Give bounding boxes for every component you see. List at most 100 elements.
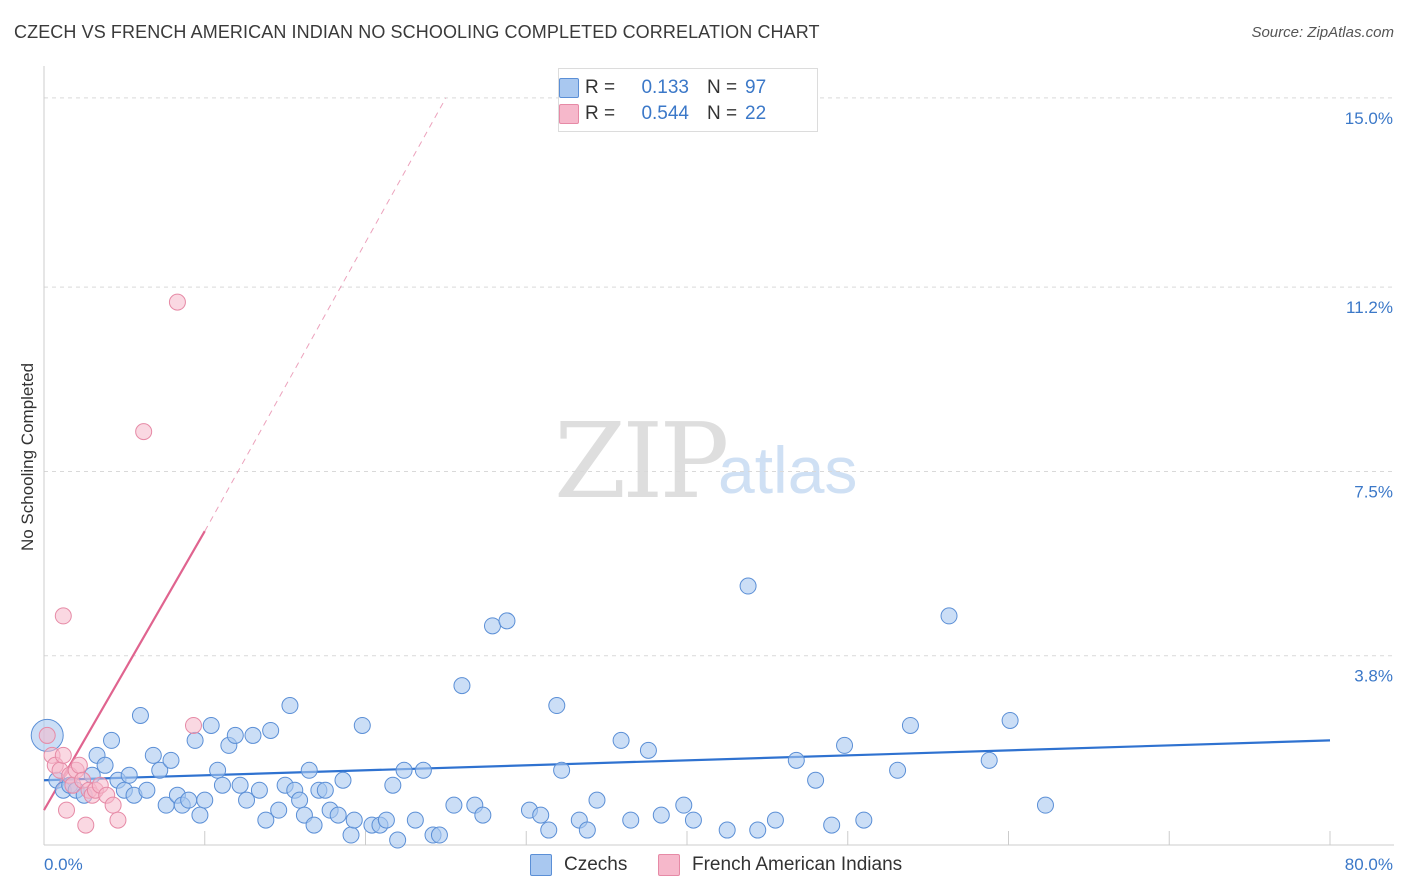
czechs-point [430,826,448,844]
czechs-point [414,761,432,779]
czechs-point [186,731,204,749]
czechs-point [257,811,275,829]
french-point [58,801,76,819]
trend-lines [43,97,1331,811]
legend-n-label: N = [707,77,738,98]
french-point [109,811,127,829]
french-trend-line [43,530,206,811]
czechs-point [202,716,220,734]
czechs-point [345,811,363,829]
czechs-point [540,821,558,839]
czechs-point [718,821,736,839]
czechs-point [749,821,767,839]
czechs-point [213,776,231,794]
czechs-point [639,741,657,759]
czechs-point [316,781,334,799]
czechs-point [823,816,841,834]
czechs-point [807,771,825,789]
czechs-point [384,776,402,794]
french-point [70,756,88,774]
czechs-point [483,617,501,635]
czechs-point [250,781,268,799]
czechs-point [103,731,121,749]
czechs-point [445,796,463,814]
czechs-point [395,761,413,779]
czechs-point [578,821,596,839]
czechs-point [262,721,280,739]
czechs-point [353,716,371,734]
legend-r-label: R = [585,103,616,124]
czechs-point [855,811,873,829]
x-tick-label: 0.0% [44,855,83,874]
czechs-point [1036,796,1054,814]
czechs-point [144,746,162,764]
french-point [135,423,153,441]
czechs-trend-line [43,739,1331,782]
czechs-swatch [530,854,552,876]
czechs-point [652,806,670,824]
czechs-point [766,811,784,829]
czechs-point [548,697,566,715]
tick-labels: 3.8% 7.5% 11.2% 15.0% 0.0% 80.0% [44,109,1393,874]
y-tick-label: 15.0% [1345,109,1393,128]
czechs-point [96,756,114,774]
czechs-point [453,677,471,695]
czechs-point [675,796,693,814]
czechs-point [191,806,209,824]
watermark-zip: ZIP [554,400,729,522]
legend-n-value: 97 [745,77,767,98]
czechs-point [389,831,407,849]
czechs-point [684,811,702,829]
legend-swatch-blue [559,78,579,98]
axes [43,66,1394,846]
y-tick-label: 3.8% [1354,667,1393,686]
data-points [30,293,1054,849]
czechs-point [231,776,249,794]
chart-title: CZECH VS FRENCH AMERICAN INDIAN NO SCHOO… [14,22,820,42]
czechs-point [588,791,606,809]
czechs-point [329,806,347,824]
czechs-point [889,761,907,779]
french-point [77,816,95,834]
source-label: Source: ZipAtlas.com [1251,24,1394,41]
czechs-point [622,811,640,829]
czechs-point [120,766,138,784]
czechs-point [226,726,244,744]
x-tick-label: 80.0% [1345,855,1393,874]
french-point [168,293,186,311]
czechs-point [291,791,309,809]
czechs-point [270,801,288,819]
watermark-atlas: atlas [718,433,858,507]
grid-lines [44,97,1394,657]
czechs-point [244,726,262,744]
czechs-point [406,811,424,829]
legend-row-french: R = 0.544 N = 22 [559,102,767,126]
czechs-point [281,697,299,715]
czechs-point [162,751,180,769]
czechs-point [940,607,958,625]
y-tick-label: 7.5% [1354,482,1393,501]
czechs-point [151,761,169,779]
french-point [38,726,56,744]
french-point [104,796,122,814]
french-swatch [658,854,680,876]
czechs-point [787,751,805,769]
czechs-point [836,736,854,754]
czechs-point [474,806,492,824]
czechs-point [612,731,630,749]
czechs-point [138,781,156,799]
legend-row-czechs: R = 0.133 N = 97 [559,76,767,100]
czechs-point [180,791,198,809]
czechs-point [305,816,323,834]
czechs-point [498,612,516,630]
czechs-point [532,806,550,824]
czechs-point [342,826,360,844]
legend-r-label: R = [585,77,616,98]
legend-swatch-pink [559,104,579,124]
czechs-point [553,761,571,779]
legend-r-value: 0.133 [641,77,689,98]
french-trend-extension [204,97,447,532]
czechs-point [980,751,998,769]
legend-n-value: 22 [745,103,767,124]
french-label: French American Indians [692,854,903,875]
